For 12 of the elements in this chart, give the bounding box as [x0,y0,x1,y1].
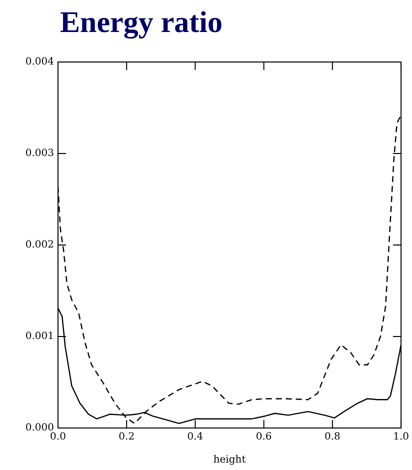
x-tick-label: 0.2 [118,432,135,443]
y-tick-label: 0.002 [25,240,54,251]
x-tick-label: 0.0 [50,432,66,443]
x-axis-title: height [213,454,246,466]
y-tick-label: 0.001 [25,331,54,342]
y-tick-label: 0.003 [25,148,54,160]
y-tick-label: 0.004 [25,56,54,68]
x-tick-label: 1.0 [393,432,409,443]
x-tick-label: 0.6 [256,432,272,443]
x-tick-label: 0.4 [187,432,204,443]
chart-title: Energy ratio [59,5,224,41]
x-tick-label: 0.8 [324,432,340,443]
